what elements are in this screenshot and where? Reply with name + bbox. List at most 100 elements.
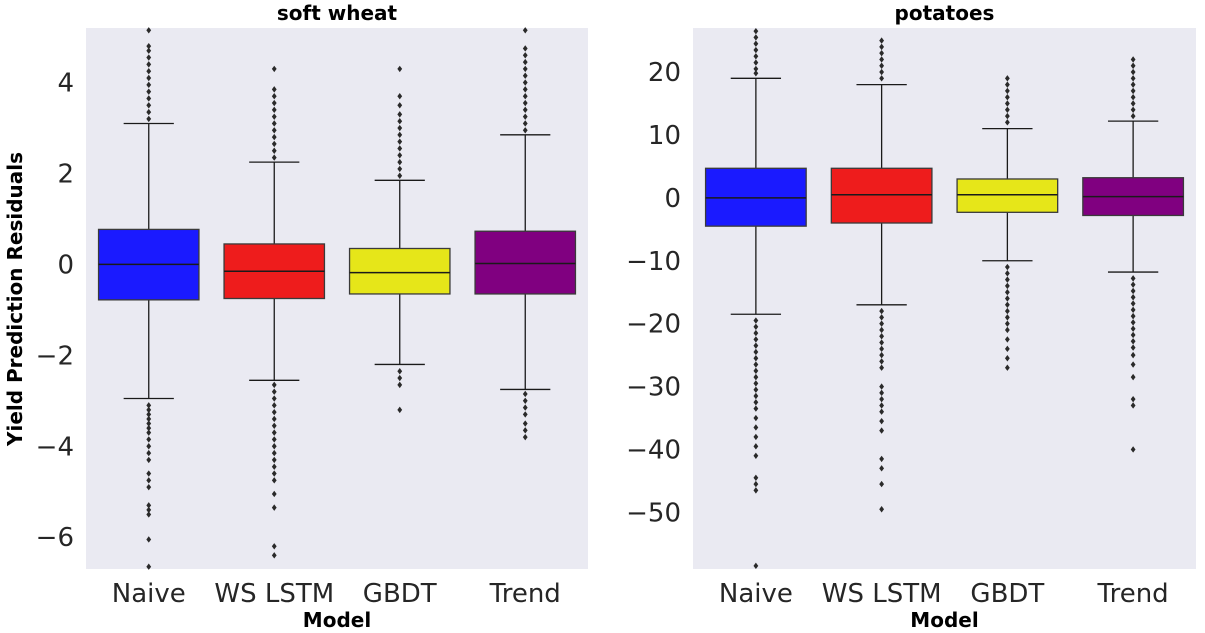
- outlier-point: [397, 172, 403, 179]
- outlier-point: [271, 402, 277, 409]
- x-tick-label: Naive: [719, 579, 793, 609]
- outlier-point: [146, 456, 152, 464]
- outlier-point: [879, 62, 885, 69]
- chart-title: soft wheat: [277, 1, 398, 25]
- outlier-point: [1130, 281, 1136, 288]
- outlier-point: [753, 70, 759, 77]
- outlier-point: [753, 443, 759, 450]
- outlier-point: [397, 381, 403, 389]
- outlier-point: [753, 399, 759, 406]
- outlier-point: [879, 383, 885, 390]
- outlier-point: [146, 88, 152, 95]
- x-tick-label: WS LSTM: [822, 579, 942, 609]
- outlier-point: [879, 389, 885, 397]
- outlier-point: [1130, 112, 1136, 120]
- outlier-point: [146, 511, 152, 518]
- outlier-point: [271, 120, 277, 127]
- outlier-point: [397, 152, 403, 159]
- outlier-point: [753, 27, 759, 35]
- box-iqr: [956, 178, 1059, 213]
- outlier-point: [397, 117, 403, 125]
- outlier-point: [1130, 294, 1136, 301]
- outlier-point: [146, 61, 152, 68]
- outlier-point: [1004, 336, 1010, 343]
- outlier-point: [1130, 395, 1136, 403]
- outlier-point: [753, 329, 759, 337]
- outlier-point: [753, 34, 759, 41]
- outlier-point: [271, 388, 277, 395]
- box-naive: [704, 27, 807, 570]
- outlier-point: [753, 414, 759, 422]
- outlier-point: [753, 424, 759, 431]
- outlier-point: [1004, 295, 1010, 302]
- outlier-point: [271, 395, 277, 402]
- outlier-point: [1130, 306, 1136, 314]
- outlier-point: [1130, 325, 1136, 332]
- outlier-point: [753, 487, 759, 494]
- outlier-point: [879, 37, 885, 44]
- outlier-point: [146, 102, 152, 109]
- outlier-point: [879, 345, 885, 353]
- outlier-point: [1004, 81, 1010, 88]
- outlier-point: [879, 68, 885, 76]
- outlier-point: [879, 351, 885, 359]
- outlier-point: [1130, 351, 1136, 359]
- outlier-point: [522, 72, 528, 79]
- y-tick-label: 10: [648, 121, 681, 151]
- outlier-point: [146, 563, 152, 570]
- outlier-point: [271, 470, 277, 477]
- outlier-point: [522, 390, 528, 398]
- outlier-point: [753, 348, 759, 356]
- x-tick-label: WS LSTM: [214, 579, 334, 609]
- box-naive: [97, 27, 200, 570]
- outlier-point: [522, 58, 528, 66]
- outlier-point: [146, 42, 152, 50]
- outlier-point: [397, 131, 403, 139]
- outlier-point: [397, 111, 403, 118]
- x-tick-label: GBDT: [970, 579, 1044, 609]
- box-gbdt: [348, 65, 451, 414]
- outlier-point: [879, 339, 885, 346]
- outlier-point: [397, 368, 403, 375]
- outlier-point: [522, 127, 528, 134]
- y-tick-label: −40: [626, 435, 681, 465]
- outlier-point: [879, 480, 885, 488]
- outlier-point: [271, 552, 277, 559]
- outlier-point: [271, 147, 277, 154]
- box-trend: [1082, 56, 1185, 453]
- outlier-point: [146, 411, 152, 418]
- outlier-point: [271, 154, 277, 161]
- outlier-point: [522, 411, 528, 418]
- box-gbdt: [956, 75, 1059, 371]
- outlier-point: [879, 408, 885, 415]
- chart-title: potatoes: [895, 1, 995, 25]
- outlier-point: [1004, 75, 1010, 82]
- outlier-point: [753, 474, 759, 481]
- outlier-point: [146, 27, 152, 34]
- outlier-point: [1130, 106, 1136, 113]
- outlier-point: [1004, 93, 1010, 101]
- outlier-point: [879, 465, 885, 472]
- outlier-point: [753, 317, 759, 324]
- outlier-point: [522, 27, 528, 34]
- outlier-point: [1130, 75, 1136, 82]
- x-axis-label: Model: [303, 608, 371, 632]
- x-tick-label: GBDT: [363, 579, 437, 609]
- outlier-point: [1130, 287, 1136, 295]
- outlier-point: [271, 543, 277, 550]
- outlier-point: [1004, 112, 1010, 120]
- outlier-point: [1004, 301, 1010, 308]
- outlier-point: [753, 336, 759, 343]
- y-tick-label: 4: [57, 69, 74, 99]
- box-iqr: [830, 167, 933, 224]
- outlier-point: [1004, 119, 1010, 126]
- y-tick-label: −2: [36, 341, 74, 371]
- outlier-point: [1004, 364, 1010, 371]
- plot-area: [693, 28, 1196, 569]
- outlier-point: [522, 99, 528, 107]
- outlier-point: [146, 483, 152, 491]
- outlier-point: [879, 333, 885, 340]
- outlier-point: [879, 326, 885, 334]
- outlier-point: [753, 59, 759, 66]
- outlier-point: [271, 65, 277, 73]
